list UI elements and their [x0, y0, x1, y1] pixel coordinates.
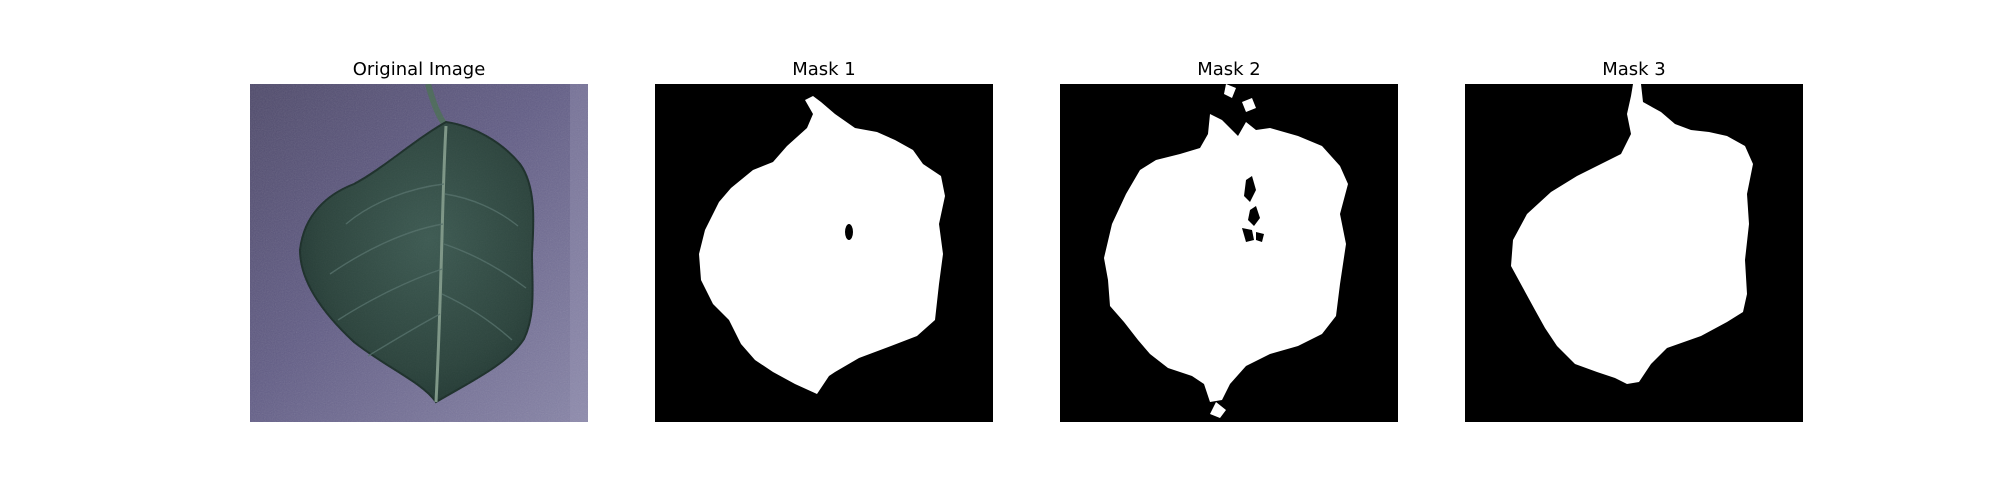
panel-title-mask-2: Mask 2 [1197, 59, 1261, 80]
mask-2-panel: Mask 2 [1060, 0, 1398, 500]
panel-title-original-image: Original Image [352, 59, 486, 80]
mask-2-image [1060, 84, 1398, 422]
mask-2-holes [1242, 176, 1264, 242]
leaf-photo [250, 84, 588, 422]
mask-1-panel: Mask 1 [655, 0, 993, 500]
original-image [250, 84, 588, 422]
mask-3-image [1465, 84, 1803, 422]
mask-2-region [1104, 114, 1348, 402]
panel-title-mask-3: Mask 3 [1602, 59, 1666, 80]
mask-3-panel: Mask 3 [1465, 0, 1803, 500]
mask-3-region [1511, 84, 1753, 384]
leaf-texture [250, 84, 588, 422]
mask-2-svg [1060, 84, 1398, 422]
mask-1-hole [845, 224, 853, 240]
mask-1-image [655, 84, 993, 422]
mask-1-svg [655, 84, 993, 422]
original-image-panel: Original Image [250, 0, 588, 500]
mask-1-region [699, 96, 945, 394]
panel-title-mask-1: Mask 1 [792, 59, 856, 80]
mask-2-fragments [1210, 84, 1256, 418]
mask-3-svg [1465, 84, 1803, 422]
